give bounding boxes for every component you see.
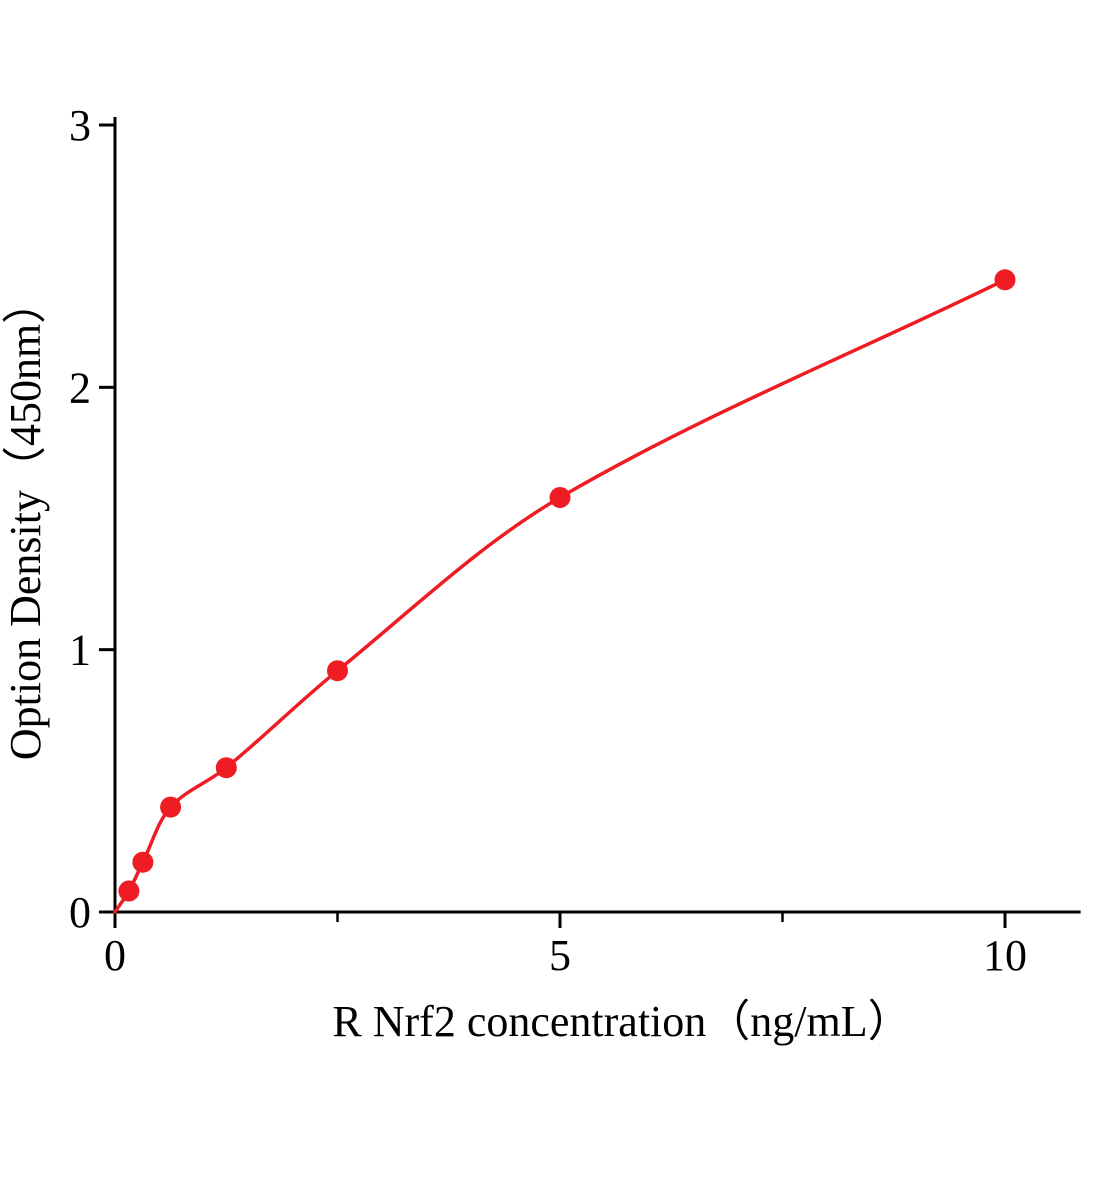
y-tick-label: 2 bbox=[69, 363, 91, 412]
axes bbox=[99, 117, 1081, 928]
data-point bbox=[327, 660, 348, 682]
y-tick-label: 0 bbox=[69, 888, 91, 937]
data-point bbox=[549, 487, 571, 508]
data-point bbox=[160, 796, 182, 818]
data-point bbox=[215, 757, 237, 779]
x-axis-label: R Nrf2 concentration（ng/mL） bbox=[332, 997, 911, 1046]
data-point bbox=[118, 880, 140, 902]
data-point bbox=[132, 851, 154, 873]
curve-path bbox=[113, 278, 1007, 914]
x-tick-label: 10 bbox=[983, 931, 1027, 980]
y-axis-label: Option Density（450nm） bbox=[1, 280, 50, 760]
data-point bbox=[994, 269, 1016, 291]
y-tick-label: 1 bbox=[69, 626, 91, 675]
x-tick-label: 5 bbox=[549, 931, 571, 980]
y-tick-label: 3 bbox=[69, 101, 91, 150]
data-points bbox=[118, 269, 1016, 902]
tick-labels: 0 5 10 0 1 2 3 bbox=[69, 101, 1027, 980]
fit-curve bbox=[113, 278, 1007, 914]
x-tick-label: 0 bbox=[104, 931, 126, 980]
